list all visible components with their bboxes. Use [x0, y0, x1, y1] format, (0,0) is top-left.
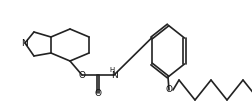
Text: H: H [109, 67, 115, 73]
Text: O: O [79, 71, 85, 80]
Text: N: N [22, 39, 28, 48]
Text: O: O [94, 88, 102, 97]
Text: O: O [166, 85, 173, 94]
Text: N: N [112, 71, 118, 80]
